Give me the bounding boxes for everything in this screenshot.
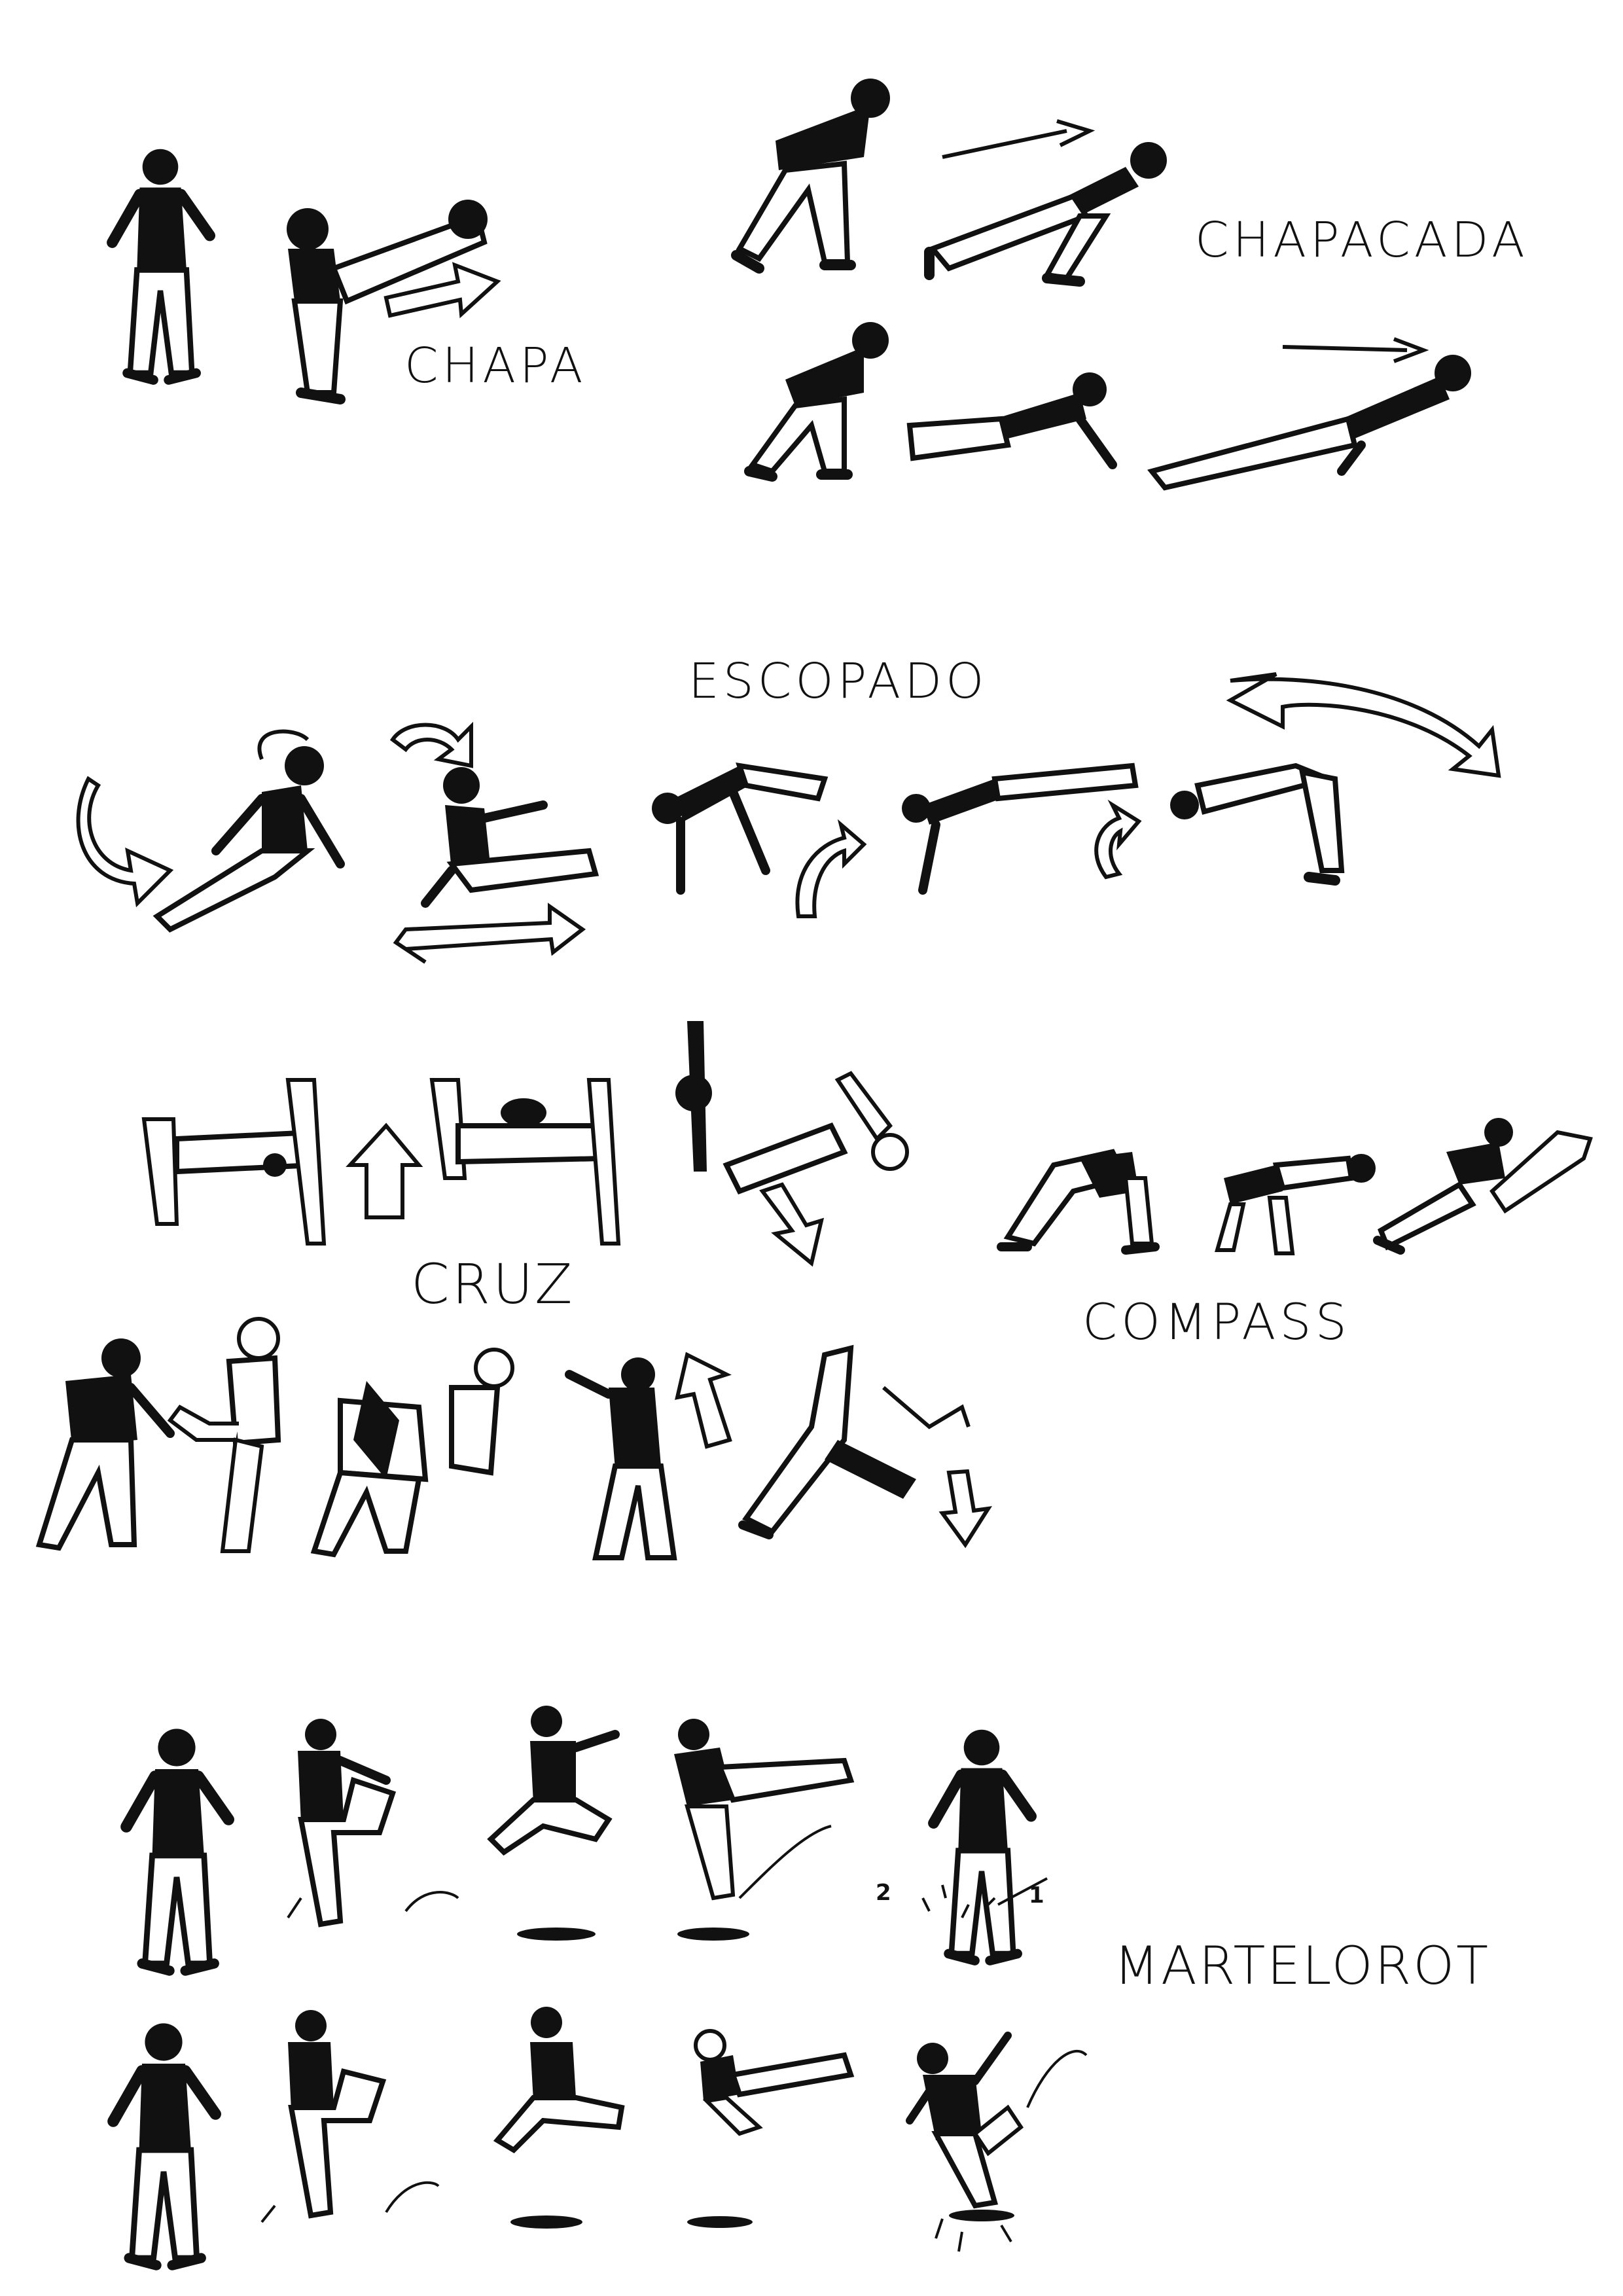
martelorot-r1-figure-2 xyxy=(287,1719,459,1928)
escopado-figure-1 xyxy=(152,729,345,933)
cruz-lower-figure-5 xyxy=(738,1344,971,1539)
label-cruz: CRUZ xyxy=(411,1252,575,1316)
chapacada-figure-4 xyxy=(906,372,1117,469)
label-martelorot: MARTELOROT xyxy=(1114,1935,1491,1996)
martelorot-r2-figure-1 xyxy=(113,2023,215,2265)
chapa-arrow-icon xyxy=(383,262,501,319)
martelorot-sequence-1 xyxy=(126,1706,1048,1971)
chapacada-figure-1 xyxy=(731,79,890,274)
label-chapacada: CHAPACADA xyxy=(1195,212,1529,268)
escopado-sequence xyxy=(76,672,1501,964)
martelorot-sequence-2 xyxy=(113,2007,1088,2265)
chapacada-sequence xyxy=(731,79,1471,491)
martelorot-r1-figure-3 xyxy=(487,1706,620,1941)
label-escopado: ESCOPADO xyxy=(688,653,988,709)
martelorot-r2-figure-4 xyxy=(687,2029,855,2228)
escopado-arrow-2-icon xyxy=(389,721,586,964)
chapacada-arrow-2-icon xyxy=(1282,337,1429,363)
escopado-figure-3 xyxy=(652,762,829,895)
martelorot-r1-figure-1 xyxy=(126,1729,228,1971)
compass-sequence xyxy=(997,1118,1593,1255)
escopado-arrow-1-icon xyxy=(76,776,174,908)
martelorot-r2-figure-3 xyxy=(493,2007,625,2229)
chapa-sequence xyxy=(113,149,501,404)
cruz-sequence xyxy=(141,1021,909,1267)
martelorot-r1-figure-4 xyxy=(674,1719,855,1941)
escopado-figure-4 xyxy=(902,762,1139,895)
step-number-one: 1 xyxy=(1029,1882,1044,1909)
chapa-figure-1 xyxy=(113,149,210,380)
escopado-figure-5 xyxy=(1170,762,1345,886)
martelorot-r1-figure-5 xyxy=(934,1730,1031,1961)
escopado-figure-2 xyxy=(421,767,599,908)
martelorot-r2-figure-5 xyxy=(906,2032,1088,2252)
cruz-figure-1 xyxy=(141,1078,327,1246)
cruz-figure-2 xyxy=(429,1078,621,1246)
chapacada-arrow-icon xyxy=(942,119,1096,159)
cruz-figure-3 xyxy=(675,1021,909,1195)
cruz-arrow-2-icon xyxy=(759,1182,825,1267)
chapacada-figure-5 xyxy=(1147,355,1471,491)
escopado-arrow-3-icon xyxy=(795,819,867,918)
martelorot-r1-spark xyxy=(921,1877,1048,1918)
cruz-lower-figure-1 xyxy=(35,1338,175,1551)
chapacada-figure-3 xyxy=(744,322,889,482)
martelorot-r2-figure-2 xyxy=(260,2010,440,2223)
cruz-lower-figure-3 xyxy=(310,1348,514,1558)
escopado-arrow-4-icon xyxy=(1094,799,1142,880)
label-chapa: CHAPA xyxy=(404,338,587,394)
chapacada-figure-2 xyxy=(924,142,1167,287)
step-number-two: 2 xyxy=(876,1880,891,1906)
chapa-figure-2 xyxy=(287,200,488,404)
cruz-lower-sequence xyxy=(35,1317,993,1560)
compass-figure-1 xyxy=(997,1149,1160,1255)
cruz-arrow-1-icon xyxy=(346,1122,423,1219)
label-compass: COMPASS xyxy=(1082,1293,1351,1351)
compass-figure-2 xyxy=(1215,1154,1376,1255)
cruz-lower-arrow-2-icon xyxy=(938,1469,993,1549)
cruz-lower-arrow-1-icon xyxy=(675,1352,732,1449)
escopado-arrow-5-icon xyxy=(1226,672,1501,778)
compass-figure-3 xyxy=(1373,1118,1593,1255)
cruz-lower-figure-2 xyxy=(167,1317,281,1553)
cruz-lower-figure-4 xyxy=(565,1357,677,1560)
